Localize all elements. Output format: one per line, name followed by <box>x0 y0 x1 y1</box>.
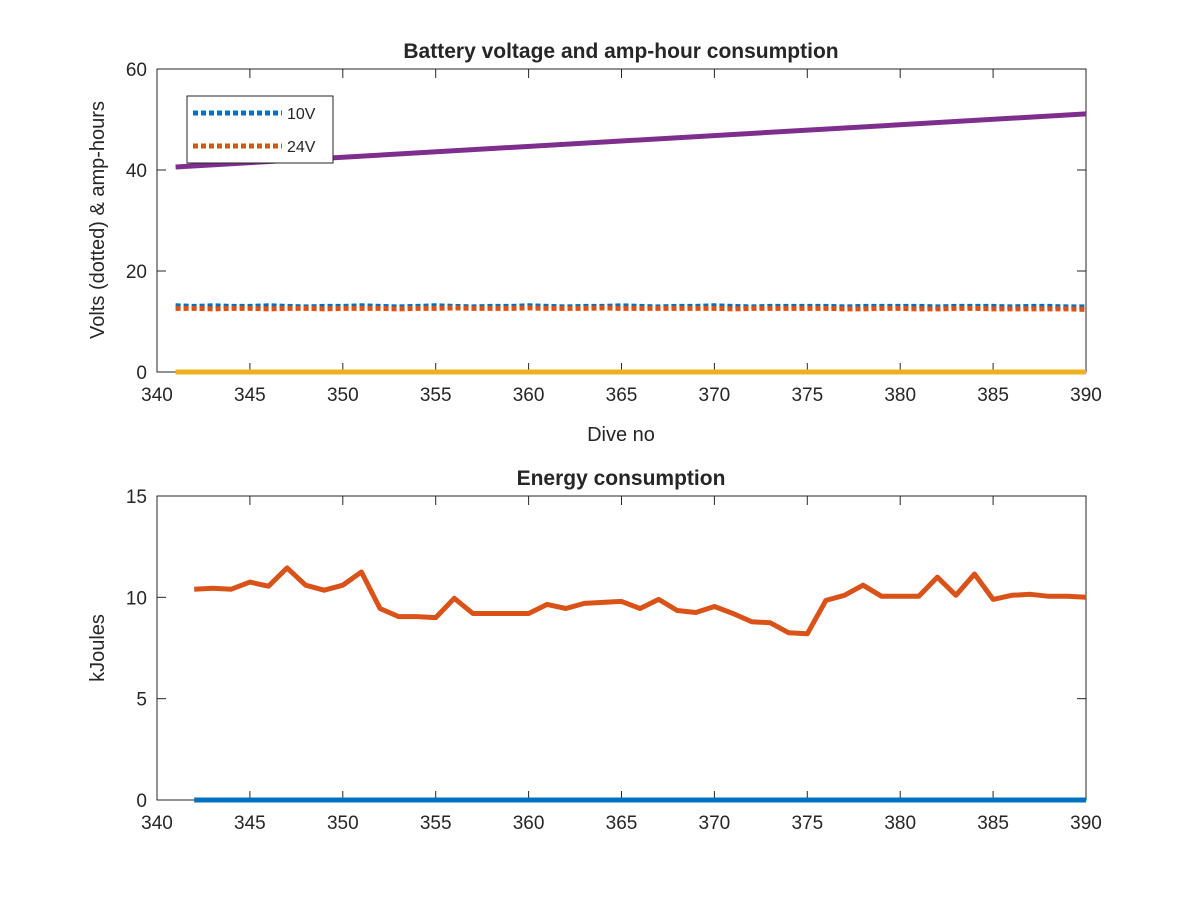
legend-label-24v: 24V <box>287 139 316 156</box>
bottom-x-tick-label: 355 <box>420 813 452 834</box>
top-x-tick-label: 345 <box>234 385 266 406</box>
bottom-y-tick-label: 0 <box>136 791 147 812</box>
top-y-tick-label: 60 <box>126 60 147 81</box>
bottom-x-tick-label: 385 <box>977 813 1009 834</box>
bottom-y-tick-label: 15 <box>126 487 147 508</box>
top-x-tick-label: 355 <box>420 385 452 406</box>
legend-box <box>186 95 334 164</box>
bottom-y-tick-label: 10 <box>126 588 147 609</box>
top-x-tick-label: 370 <box>699 385 731 406</box>
bottom-chart-title: Energy consumption <box>517 467 726 490</box>
bottom-x-tick-label: 350 <box>327 813 359 834</box>
top-x-axis-label: Dive no <box>587 424 655 446</box>
top-x-tick-label: 380 <box>884 385 916 406</box>
top-x-tick-label: 340 <box>141 385 173 406</box>
bottom-x-tick-label: 345 <box>234 813 266 834</box>
bottom-y-tick-label: 5 <box>136 690 147 711</box>
bottom-x-tick-label: 390 <box>1070 813 1102 834</box>
bottom-x-tick-label: 365 <box>606 813 638 834</box>
bottom-plot-area <box>156 495 1087 801</box>
legend-label-10v: 10V <box>287 106 316 123</box>
top-x-tick-label: 360 <box>513 385 545 406</box>
top-y-tick-label: 40 <box>126 161 147 182</box>
top-x-tick-label: 385 <box>977 385 1009 406</box>
top-x-tick-label: 350 <box>327 385 359 406</box>
top-x-tick-label: 375 <box>791 385 823 406</box>
top-subplot: Battery voltage and amp-hour consumption… <box>87 40 1102 446</box>
bottom-series-group <box>194 565 1087 803</box>
bottom-x-tick-label: 375 <box>791 813 823 834</box>
bottom-x-tick-label: 340 <box>141 813 173 834</box>
bottom-y-axis-label: kJoules <box>87 614 109 682</box>
top-y-tick-label: 0 <box>136 363 147 384</box>
bottom-subplot: Energy consumption kJoules 340 345 350 355 3… <box>87 467 1102 834</box>
legend: 10V 24V <box>186 95 334 164</box>
bottom-x-tick-label: 360 <box>513 813 545 834</box>
top-x-tick-label: 390 <box>1070 385 1102 406</box>
top-x-tick-label: 365 <box>606 385 638 406</box>
top-y-tick-label: 20 <box>126 262 147 283</box>
top-chart-title: Battery voltage and amp-hour consumption <box>403 40 838 63</box>
bottom-x-tick-label: 380 <box>884 813 916 834</box>
top-axis-ticks: 340 345 350 355 360 365 370 375 380 385 390 0 20 40 60 <box>126 60 1102 406</box>
top-y-axis-label: Volts (dotted) & amp-hours <box>87 101 109 339</box>
bottom-x-tick-label: 370 <box>699 813 731 834</box>
bottom-series-line-1 <box>194 565 1087 637</box>
